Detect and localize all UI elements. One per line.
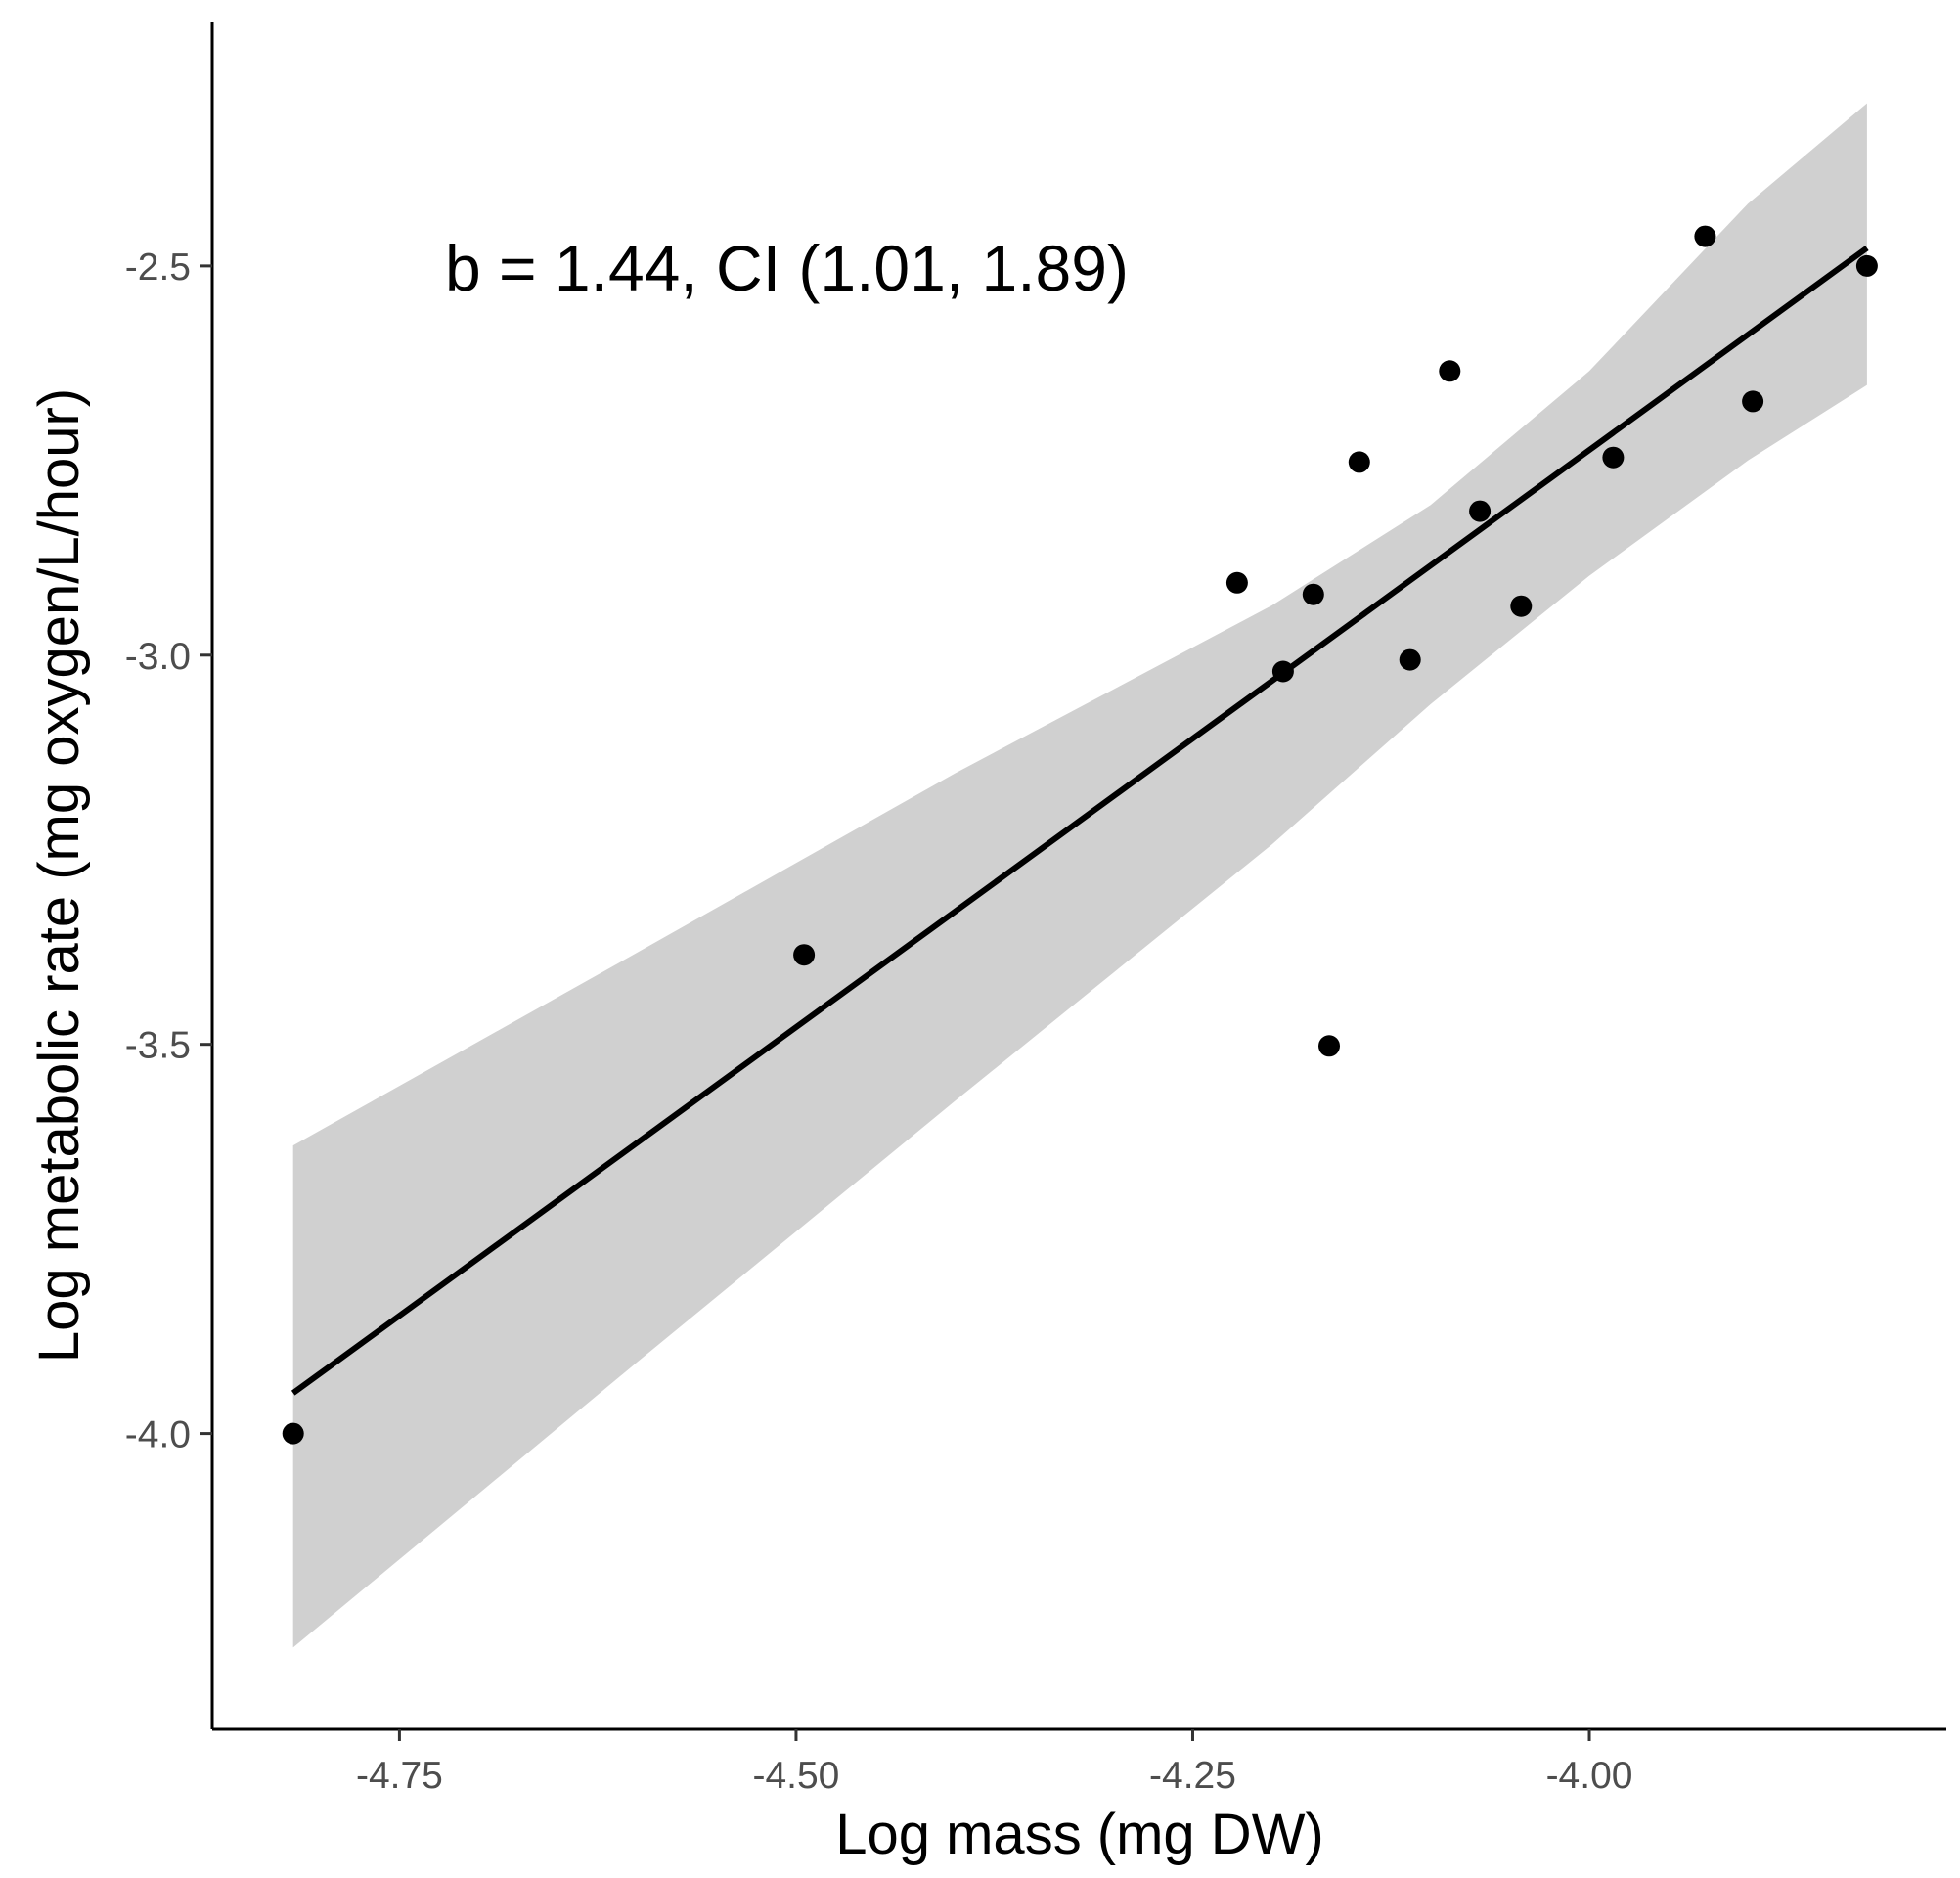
y-tick-label: -4.0 <box>125 1414 191 1456</box>
data-point <box>1694 225 1716 247</box>
data-point <box>1742 390 1764 413</box>
data-point <box>1348 451 1370 473</box>
y-tick-label: -3.5 <box>125 1025 191 1067</box>
data-point <box>793 944 816 966</box>
plot-area <box>282 103 1878 1648</box>
data-point <box>1399 648 1421 671</box>
data-point <box>1439 360 1461 382</box>
data-point <box>282 1422 304 1445</box>
regression-line <box>290 246 1869 1396</box>
y-axis-ticks: -2.5 -3.0 -3.5 -4.0 <box>125 246 212 1456</box>
x-tick-label: -4.50 <box>752 1755 839 1797</box>
data-point <box>1602 446 1625 469</box>
data-point <box>1225 571 1248 594</box>
slope-annotation: b = 1.44, CI (1.01, 1.89) <box>445 232 1129 304</box>
confidence-band <box>292 103 1867 1648</box>
data-point <box>1302 583 1324 605</box>
data-point <box>1855 254 1878 277</box>
x-axis-title: Log mass (mg DW) <box>835 1803 1324 1866</box>
x-tick-label: -4.00 <box>1546 1755 1633 1797</box>
data-point <box>1510 595 1533 617</box>
x-tick-label: -4.25 <box>1149 1755 1236 1797</box>
data-point <box>1318 1035 1340 1057</box>
data-point <box>1469 500 1492 522</box>
x-axis-ticks: -4.75 -4.50 -4.25 -4.00 <box>356 1729 1633 1797</box>
y-tick-label: -2.5 <box>125 246 191 289</box>
y-axis-title: Log metabolic rate (mg oxygen/L/hour) <box>27 388 91 1363</box>
x-tick-label: -4.75 <box>356 1755 443 1797</box>
y-tick-label: -3.0 <box>125 636 191 678</box>
